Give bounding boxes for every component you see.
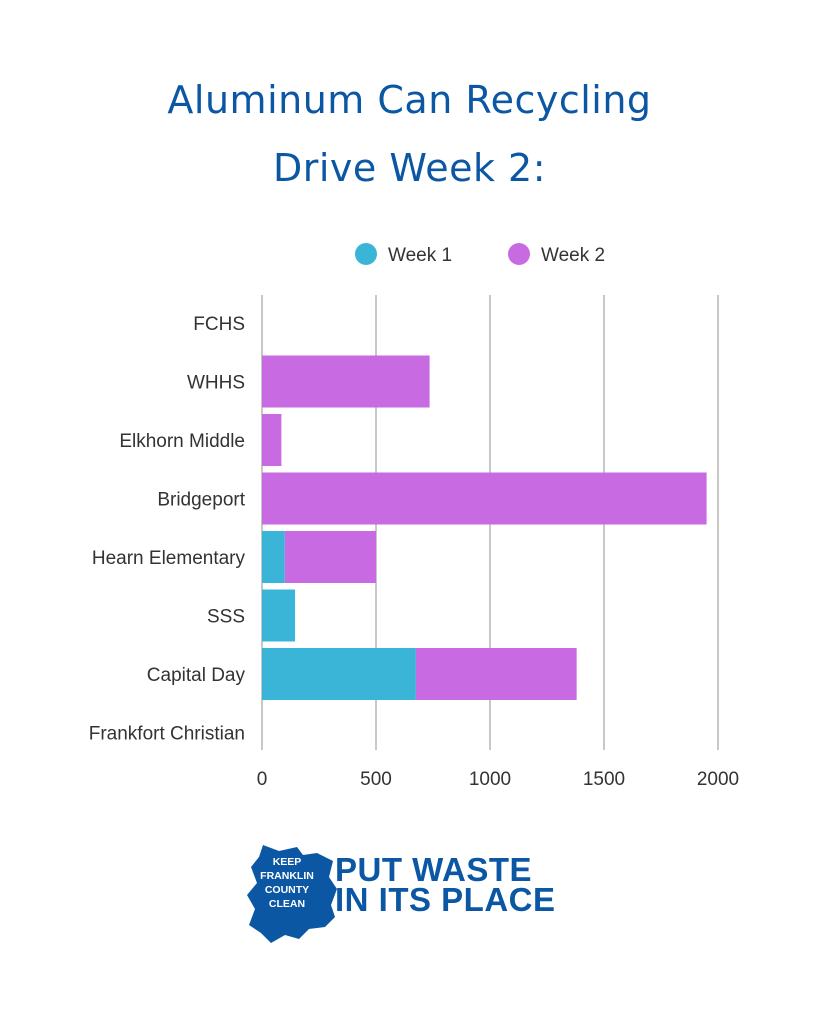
x-tick-label: 1500 <box>583 769 625 790</box>
bar-week-2 <box>262 355 430 408</box>
bar-week-1 <box>262 589 296 642</box>
category-label: Hearn Elementary <box>92 548 246 569</box>
bar-week-2 <box>415 648 577 700</box>
footer-branding: KEEP FRANKLIN COUNTY CLEAN PUT WASTE IN … <box>245 843 585 943</box>
chart-title-line2: Drive Week 2: <box>272 146 547 190</box>
chart-legend: Week 1 Week 2 <box>355 243 605 266</box>
legend-swatch <box>508 243 530 265</box>
bar-week-2 <box>262 472 707 525</box>
logo-text-line: CLEAN <box>269 898 305 910</box>
x-tick-label: 0 <box>257 769 268 790</box>
slogan-line1: PUT WASTE <box>335 851 533 888</box>
logo-text-line: COUNTY <box>265 884 309 896</box>
slogan-line2: IN ITS PLACE <box>335 881 556 918</box>
x-tick-label: 1000 <box>469 769 511 790</box>
category-labels: FCHS WHHS Elkhorn Middle Bridgeport Hearn El… <box>89 314 246 745</box>
legend-label: Week 2 <box>541 245 605 266</box>
category-label: Frankfort Christian <box>89 724 245 745</box>
legend-swatch <box>355 243 377 265</box>
chart-bars <box>262 355 707 700</box>
category-label: Elkhorn Middle <box>119 431 245 452</box>
category-label: FCHS <box>193 314 245 335</box>
bar-week-1 <box>262 531 285 583</box>
category-label: SSS <box>207 607 245 628</box>
legend-label: Week 1 <box>388 245 452 266</box>
chart-title-line1: Aluminum Can Recycling <box>167 78 652 122</box>
bar-chart: Week 1 Week 2 FCHS WHHS Elkhorn Middle Bridg… <box>89 243 739 790</box>
x-tick-label: 500 <box>360 769 392 790</box>
x-axis-ticks: 0 500 1000 1500 2000 <box>257 769 739 790</box>
bar-week-1 <box>262 648 416 700</box>
category-label: WHHS <box>187 373 245 394</box>
x-tick-label: 2000 <box>697 769 739 790</box>
logo-text-line: FRANKLIN <box>260 870 314 882</box>
category-label: Bridgeport <box>157 490 245 511</box>
kentucky-county-logo-icon: KEEP FRANKLIN COUNTY CLEAN <box>247 845 337 943</box>
bar-week-2 <box>262 414 282 466</box>
bar-week-2 <box>284 531 376 583</box>
logo-text-line: KEEP <box>273 856 302 868</box>
category-label: Capital Day <box>147 665 246 686</box>
